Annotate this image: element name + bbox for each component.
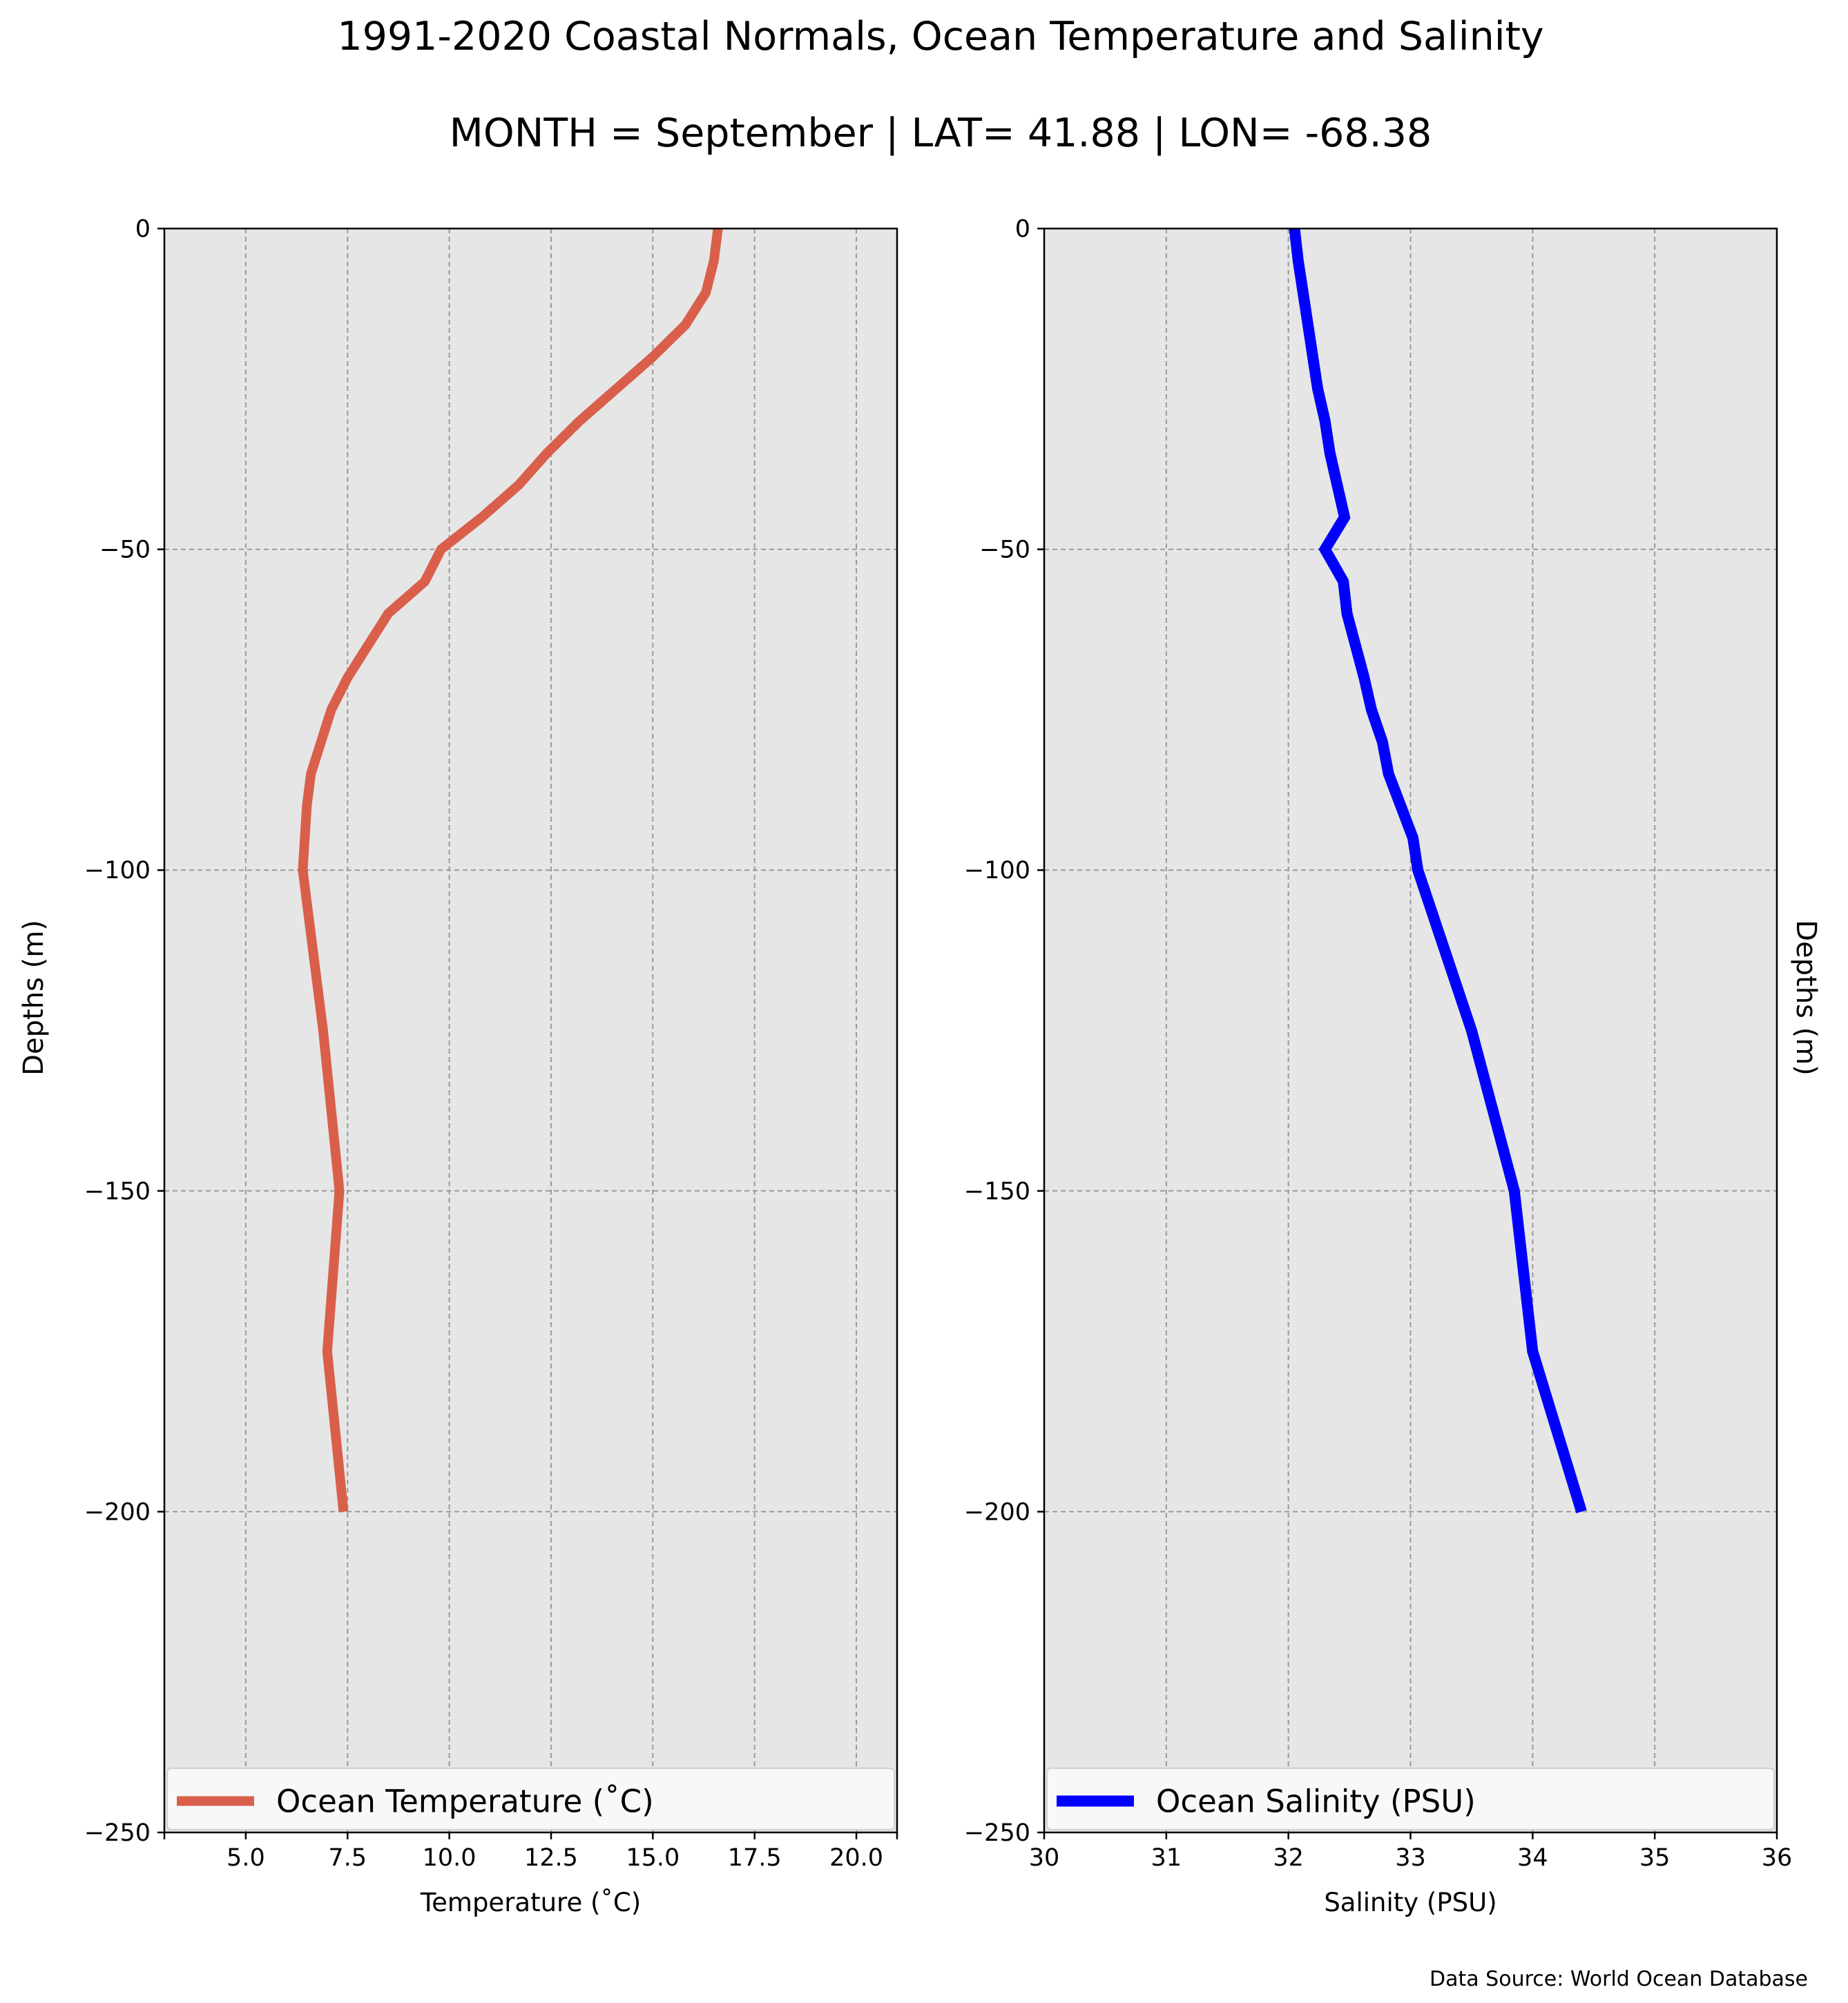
temperature-y-tick-label: −200: [84, 1498, 151, 1526]
salinity-legend: Ocean Salinity (PSU): [1046, 1768, 1775, 1830]
temperature-panel: Ocean Temperature (˚C) 5.0 7.5 10.0 12.5 15.0…: [84, 215, 898, 1917]
temperature-legend: Ocean Temperature (˚C): [166, 1768, 895, 1830]
temperature-x-tick-label: 20.0: [829, 1844, 883, 1872]
temperature-x-tick-label: 15.0: [626, 1844, 680, 1872]
salinity-y-tick-label: −250: [964, 1819, 1030, 1847]
salinity-x-tick-label: 31: [1151, 1844, 1182, 1872]
temperature-series-line: [298, 228, 723, 1513]
salinity-x-tick-label: 36: [1762, 1844, 1793, 1872]
salinity-series-line: [1289, 228, 1587, 1513]
figure-title: 1991-2020 Coastal Normals, Ocean Tempera…: [337, 14, 1543, 59]
salinity-xlabel: Salinity (PSU): [1324, 1888, 1496, 1917]
salinity-x-tick-label: 35: [1639, 1844, 1671, 1872]
salinity-y-tick-label: −100: [964, 857, 1030, 884]
temperature-xlabel: Temperature (˚C): [420, 1888, 641, 1917]
temperature-x-tick-label: 10.0: [423, 1844, 477, 1872]
salinity-y-tick-label: 0: [1015, 215, 1030, 243]
salinity-x-tick-label: 33: [1395, 1844, 1426, 1872]
temperature-x-tick-label: 5.0: [227, 1844, 265, 1872]
temperature-legend-label: Ocean Temperature (˚C): [276, 1783, 654, 1820]
salinity-y-tick-label: −150: [964, 1178, 1030, 1206]
right-ylabel: Depths (m): [1790, 920, 1822, 1076]
temperature-legend-box: [166, 1768, 895, 1830]
salinity-panel: Ocean Salinity (PSU) 30 31 32 33 34 35 36 0 −50 −1…: [964, 215, 1792, 1917]
salinity-x-tick-label: 34: [1517, 1844, 1548, 1872]
data-source-note: Data Source: World Ocean Database: [1430, 1967, 1808, 1991]
salinity-x-tick-label: 30: [1029, 1844, 1060, 1872]
left-ylabel: Depths (m): [18, 920, 50, 1076]
temperature-y-tick-label: −150: [84, 1178, 151, 1206]
temperature-y-tick-label: 0: [135, 215, 151, 243]
temperature-x-tick-label: 7.5: [328, 1844, 367, 1872]
salinity-legend-box: [1046, 1768, 1775, 1830]
salinity-y-tick-label: −50: [979, 536, 1030, 564]
salinity-legend-label: Ocean Salinity (PSU): [1156, 1783, 1476, 1820]
salinity-x-tick-label: 32: [1273, 1844, 1304, 1872]
temperature-y-tick-label: −50: [99, 536, 151, 564]
figure-subtitle: MONTH = September | LAT= 41.88 | LON= -6…: [450, 110, 1432, 156]
temperature-plot-area: [164, 229, 897, 1832]
salinity-y-tick-label: −200: [964, 1498, 1030, 1526]
temperature-x-tick-label: 12.5: [524, 1844, 578, 1872]
temperature-y-tick-label: −100: [84, 857, 151, 884]
temperature-x-tick-label: 17.5: [728, 1844, 782, 1872]
temperature-y-tick-label: −250: [84, 1819, 151, 1847]
temperature-axes-frame: [163, 227, 898, 1834]
